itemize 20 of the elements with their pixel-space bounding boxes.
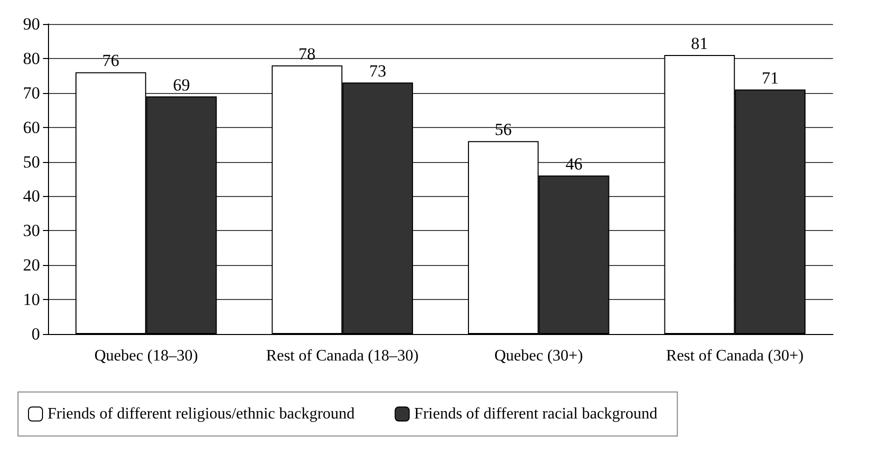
y-tick-label: 20 bbox=[23, 256, 40, 275]
y-tick-label: 30 bbox=[23, 221, 40, 240]
y-tick-label: 50 bbox=[23, 152, 40, 172]
data-label: 71 bbox=[762, 68, 779, 88]
legend-label: Friends of different religious/ethnic background bbox=[48, 406, 355, 422]
legend-label: Friends of different racial background bbox=[414, 406, 658, 422]
data-label: 73 bbox=[369, 62, 386, 81]
y-tick-label: 70 bbox=[23, 83, 40, 102]
y-tick-label: 80 bbox=[23, 48, 40, 68]
x-tick-label: Quebec (30+) bbox=[494, 348, 583, 364]
data-label: 81 bbox=[691, 34, 708, 53]
data-label: 69 bbox=[172, 75, 190, 94]
y-tick-label: 40 bbox=[23, 186, 40, 206]
y-tick-label: 90 bbox=[23, 14, 40, 34]
y-tick-label: 10 bbox=[23, 290, 40, 310]
y-tick-label: 0 bbox=[32, 324, 40, 344]
x-tick-label: Rest of Canada (30+) bbox=[666, 348, 804, 364]
x-tick-label: Quebec (18–30) bbox=[94, 348, 198, 364]
y-tick-label: 60 bbox=[23, 118, 40, 137]
x-tick-label: Rest of Canada (18–30) bbox=[266, 348, 419, 364]
